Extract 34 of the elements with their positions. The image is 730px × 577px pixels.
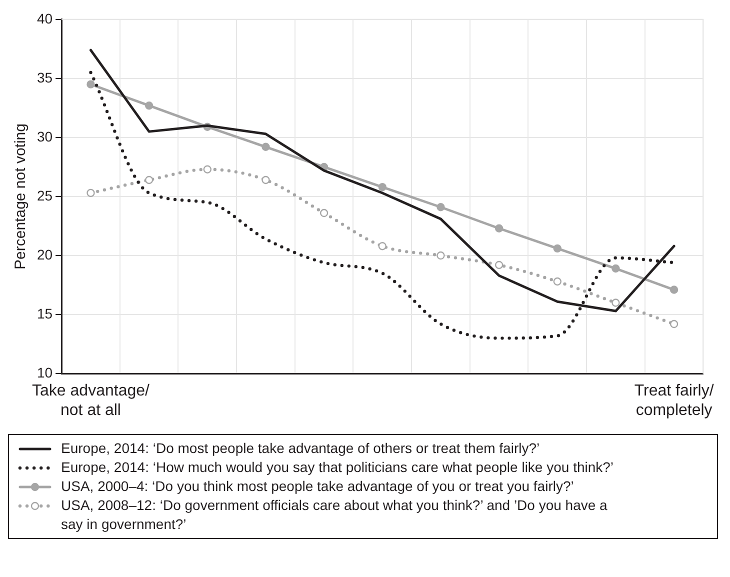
point: [203, 165, 212, 174]
y-tick-label: 10: [36, 364, 53, 380]
point: [612, 264, 620, 273]
point: [144, 101, 154, 110]
point: [436, 203, 445, 212]
y-tick-label: 20: [36, 246, 53, 262]
point: [262, 176, 270, 184]
point: [378, 182, 386, 192]
y-tick-label: 25: [36, 187, 53, 204]
point: [378, 242, 386, 250]
point: [612, 298, 620, 307]
point: [262, 142, 270, 152]
y-tick-label: 40: [36, 10, 53, 26]
point: [86, 80, 95, 88]
y-tick-label: 30: [36, 128, 53, 144]
point: [494, 260, 504, 270]
point: [494, 224, 504, 232]
x-tick-label: Take advantage/ not at all: [32, 382, 150, 419]
point: [670, 286, 678, 294]
point: [553, 244, 562, 253]
x-tick-label: Treat fairly/ completely: [634, 382, 714, 419]
legend-label: USA, 2008–12: ‘Do government officials care about what you think?’ and ’Do you have a say in government?’: [61, 496, 608, 534]
legend-label: Europe, 2014: ‘Do most people take advantage of others or treat them fairly?’: [61, 439, 540, 458]
legend-label: Europe, 2014: ‘How much would you say that politicians care what people like you think?’: [61, 458, 614, 477]
point: [86, 188, 95, 198]
legend-label: USA, 2000–4: ‘Do you think most people take advantage of you or treat you fairly?’: [61, 477, 574, 496]
y-axis-title: Percentage not voting: [12, 124, 30, 270]
y-tick-label: 35: [36, 69, 53, 86]
point: [553, 277, 562, 286]
point: [320, 208, 328, 218]
point: [144, 176, 154, 184]
point: [670, 320, 678, 328]
y-tick-label: 15: [36, 305, 53, 322]
point: [436, 251, 445, 260]
